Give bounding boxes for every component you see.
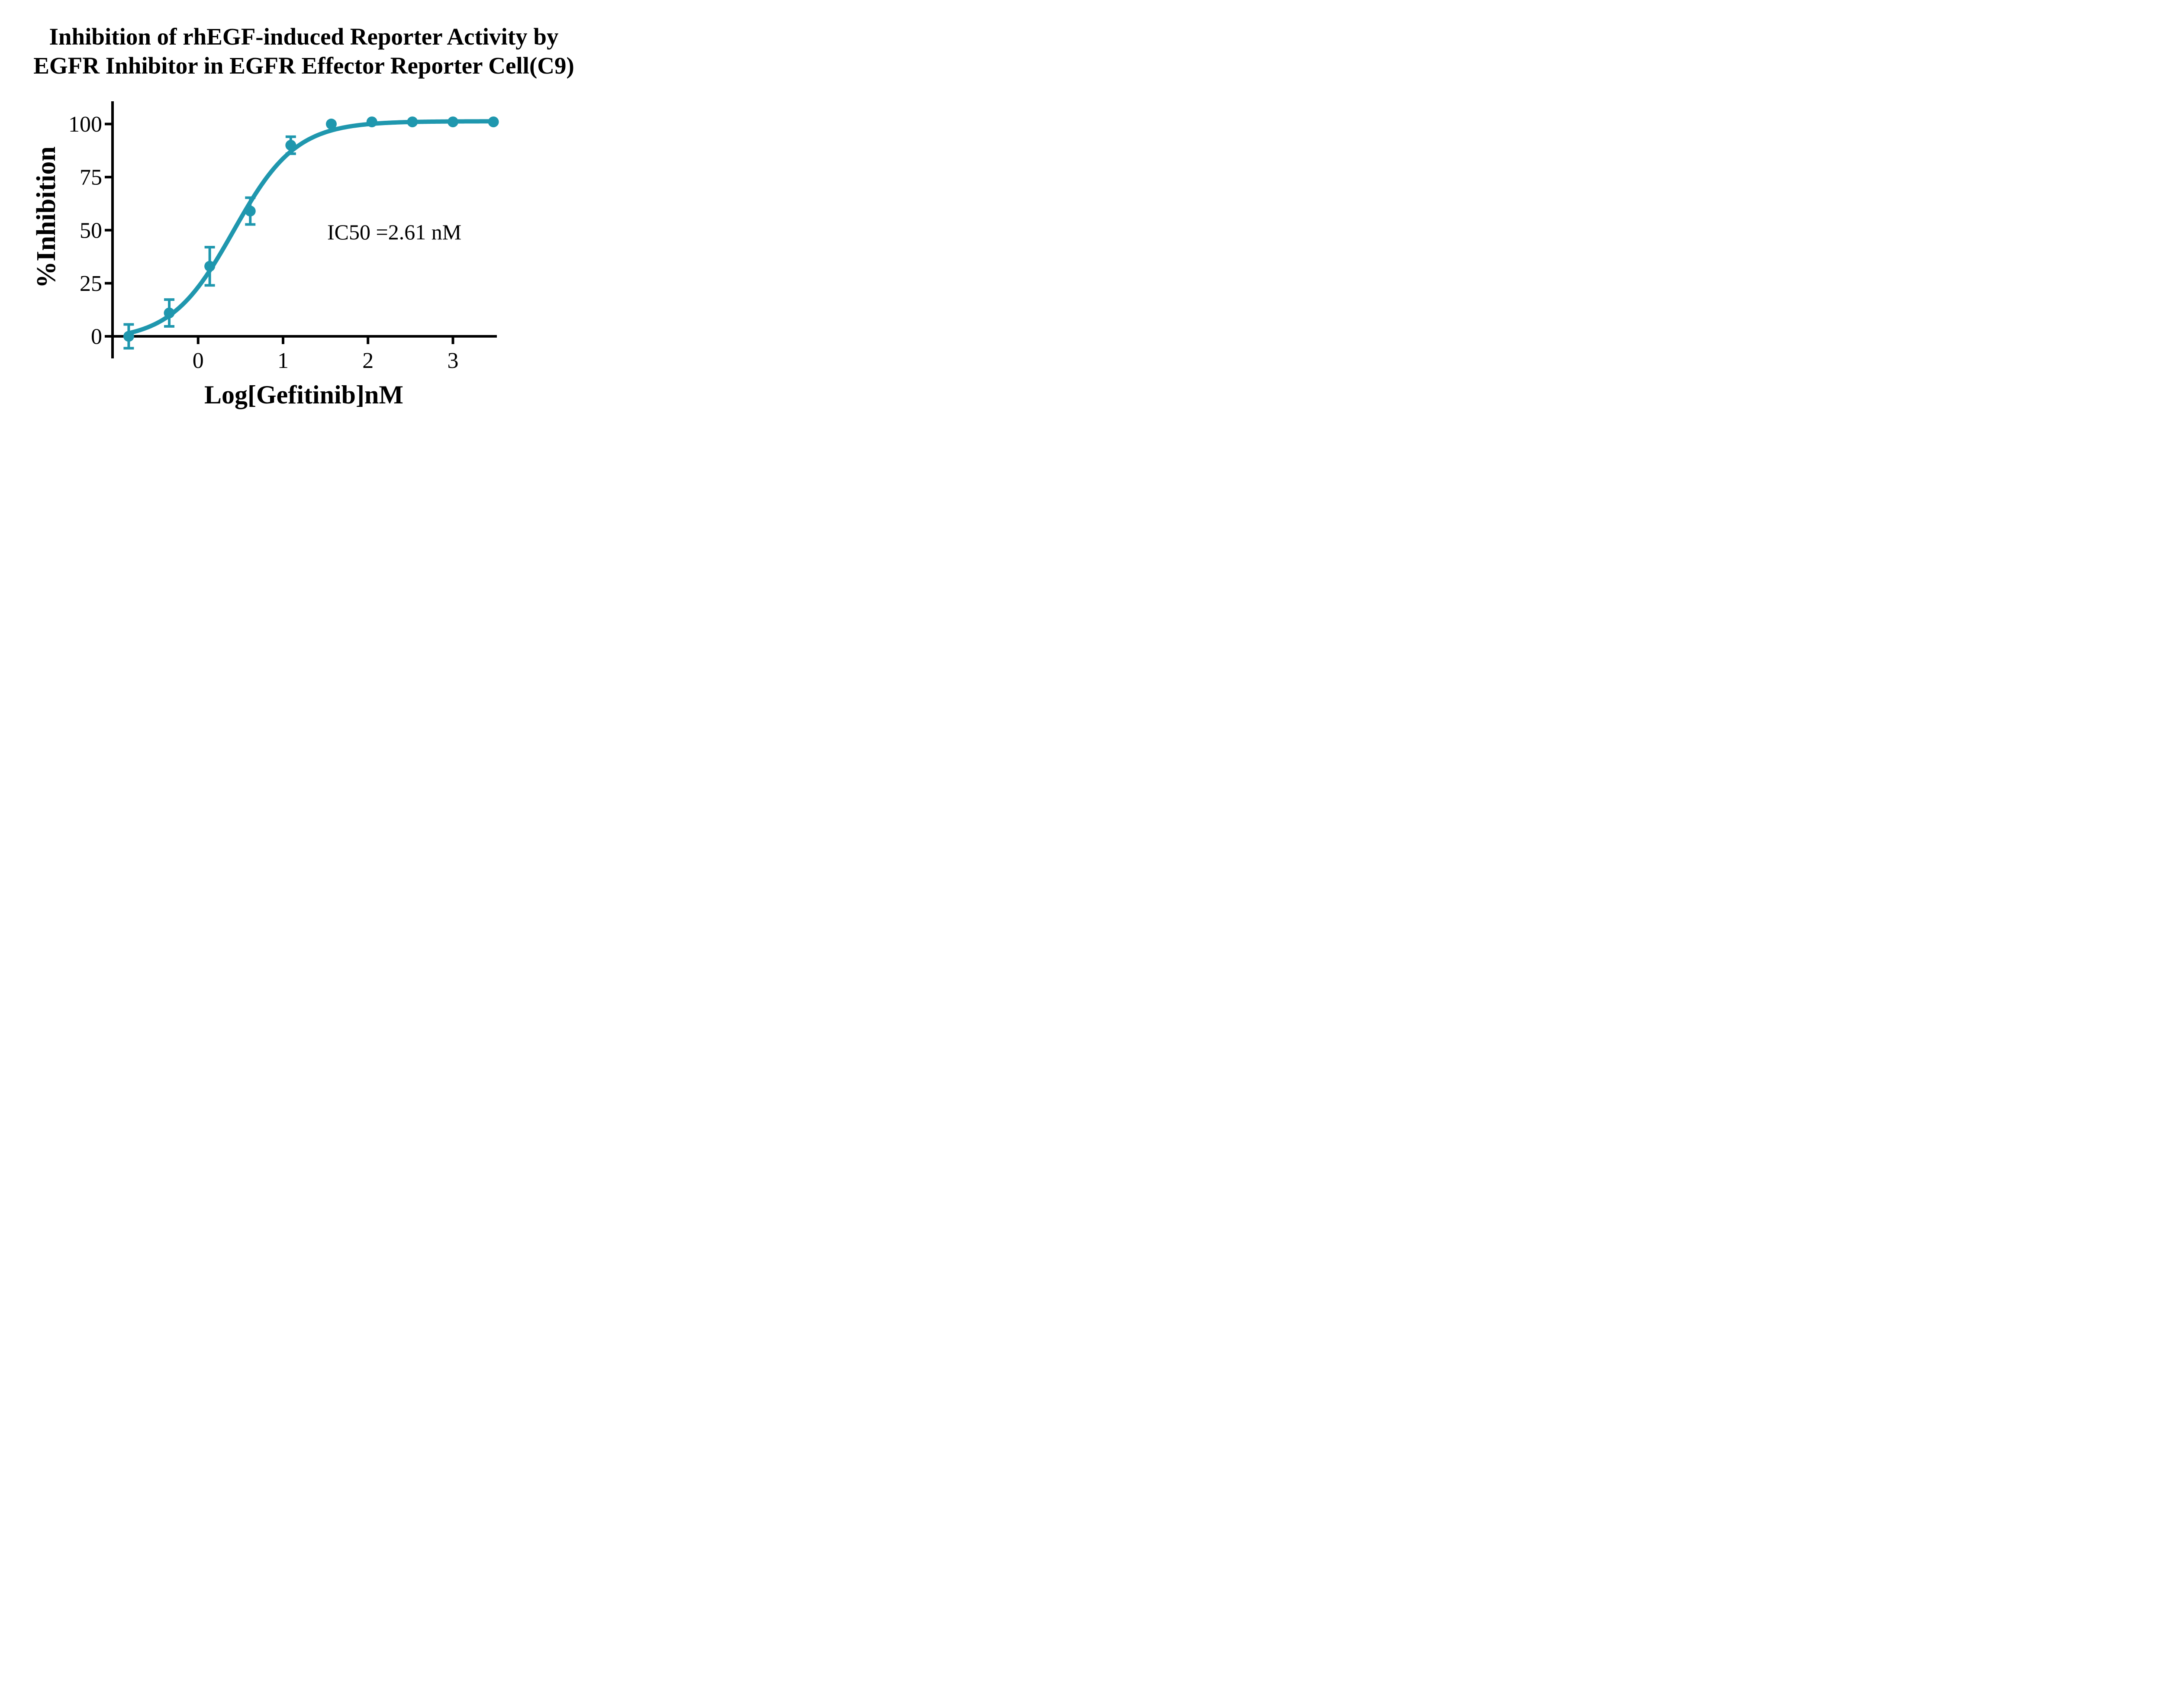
data-point-marker [285, 140, 296, 151]
y-tick-labels: 0 25 50 75 100 [68, 112, 102, 349]
x-ticks [196, 338, 454, 344]
data-point-marker [325, 119, 337, 129]
y-tick-label: 0 [91, 325, 102, 349]
data-point-marker [488, 116, 499, 128]
y-tick-label: 75 [80, 165, 102, 190]
x-tick-label: 0 [193, 348, 204, 373]
dose-response-chart: 0 1 2 3 0 25 50 75 100 Inhibition of rhEGF-indu… [32, 23, 574, 409]
data-point-marker [204, 261, 216, 272]
data-points [123, 116, 499, 342]
y-ticks [105, 122, 111, 338]
fit-curve-path [126, 119, 496, 335]
data-point-marker [164, 307, 175, 319]
data-point-marker [407, 116, 418, 128]
x-axis-title: Log[Gefitinib]nM [204, 380, 403, 409]
error-bars [123, 135, 296, 350]
y-axis-title: %Inhibition [32, 146, 61, 288]
data-point-marker [366, 116, 377, 128]
x-tick-labels: 0 1 2 3 [193, 348, 459, 373]
fit-curve [126, 119, 496, 335]
y-tick-label: 100 [68, 112, 102, 137]
data-point-marker [123, 331, 134, 342]
data-point-marker [448, 116, 458, 128]
ic50-annotation: IC50 =2.61 nM [327, 220, 461, 244]
y-tick-label: 50 [80, 218, 102, 243]
chart-title-line1: Inhibition of rhEGF-induced Reporter Act… [49, 23, 559, 50]
x-tick-label: 3 [448, 348, 459, 373]
x-tick-label: 2 [362, 348, 374, 373]
data-point-marker [245, 206, 256, 217]
figure: 0 1 2 3 0 25 50 75 100 Inhibition of rhEGF-indu… [0, 0, 608, 427]
chart-title-line2: EGFR Inhibitor in EGFR Effector Reporter… [33, 52, 574, 79]
y-tick-label: 25 [80, 271, 102, 296]
x-tick-label: 1 [277, 348, 289, 373]
axes [111, 101, 497, 358]
